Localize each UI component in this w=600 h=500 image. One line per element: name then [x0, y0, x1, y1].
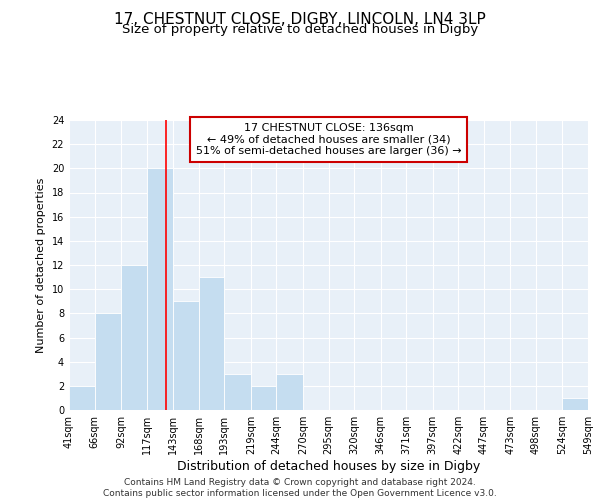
Bar: [95, 314, 121, 410]
Text: Contains HM Land Registry data © Crown copyright and database right 2024.
Contai: Contains HM Land Registry data © Crown c…: [103, 478, 497, 498]
Bar: [251, 386, 277, 410]
Bar: [173, 301, 199, 410]
Bar: [224, 374, 251, 410]
Bar: [562, 398, 588, 410]
Bar: [199, 277, 224, 410]
Text: 17, CHESTNUT CLOSE, DIGBY, LINCOLN, LN4 3LP: 17, CHESTNUT CLOSE, DIGBY, LINCOLN, LN4 …: [114, 12, 486, 28]
Bar: [121, 265, 146, 410]
X-axis label: Distribution of detached houses by size in Digby: Distribution of detached houses by size …: [177, 460, 480, 473]
Text: 17 CHESTNUT CLOSE: 136sqm
← 49% of detached houses are smaller (34)
51% of semi-: 17 CHESTNUT CLOSE: 136sqm ← 49% of detac…: [196, 123, 461, 156]
Bar: [69, 386, 95, 410]
Text: Size of property relative to detached houses in Digby: Size of property relative to detached ho…: [122, 22, 478, 36]
Bar: [146, 168, 173, 410]
Y-axis label: Number of detached properties: Number of detached properties: [36, 178, 46, 352]
Bar: [277, 374, 303, 410]
